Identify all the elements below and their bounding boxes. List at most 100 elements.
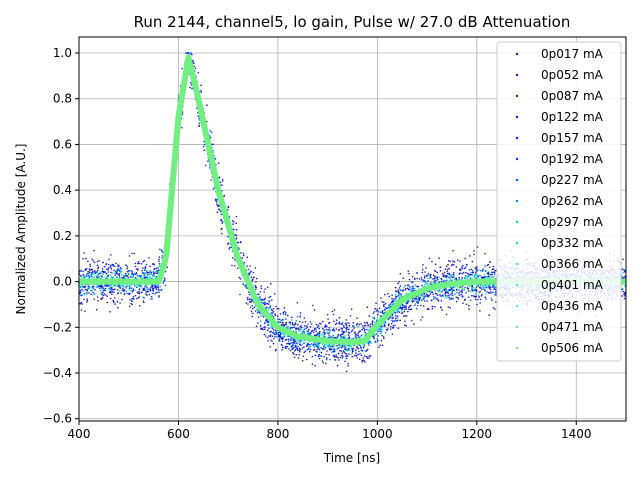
data-point [270, 340, 272, 342]
data-point [236, 216, 238, 218]
data-point [133, 290, 135, 292]
data-point [323, 329, 325, 331]
data-point [380, 297, 382, 299]
data-point [115, 275, 117, 277]
data-point [232, 257, 234, 259]
data-point [267, 286, 269, 288]
data-point [314, 365, 316, 367]
data-point [114, 272, 116, 274]
data-point [384, 309, 386, 311]
data-point [248, 273, 250, 275]
data-point [475, 272, 477, 274]
data-point [341, 323, 343, 325]
data-point [374, 340, 376, 342]
data-point [302, 360, 304, 362]
data-point [113, 270, 115, 272]
data-point [429, 293, 431, 295]
data-point [476, 270, 478, 272]
data-point [319, 355, 321, 357]
data-point [384, 324, 386, 326]
data-point [316, 351, 318, 353]
data-point [345, 319, 347, 321]
data-point [86, 289, 88, 291]
data-point [261, 301, 263, 303]
data-point [466, 273, 468, 275]
data-point [395, 318, 397, 320]
data-point [306, 359, 308, 361]
data-point [255, 285, 257, 287]
data-point [287, 346, 289, 348]
data-point [316, 324, 318, 326]
data-point [273, 329, 275, 331]
data-point [366, 322, 368, 324]
data-point [410, 305, 412, 307]
data-point [409, 279, 411, 281]
data-point [290, 324, 292, 326]
data-point [263, 327, 265, 329]
data-point [101, 288, 103, 290]
data-point [251, 305, 253, 307]
data-point [83, 286, 85, 288]
data-point [252, 308, 254, 310]
data-point [321, 352, 323, 354]
data-point [412, 286, 414, 288]
data-point [257, 322, 259, 324]
data-point [154, 287, 156, 289]
data-point [279, 321, 281, 323]
data-point [139, 291, 141, 293]
data-point [395, 297, 397, 299]
data-point [153, 271, 155, 273]
data-point [388, 296, 390, 298]
data-point [149, 289, 151, 291]
data-point [163, 282, 165, 284]
data-point [475, 267, 477, 269]
data-point [424, 280, 426, 282]
data-point [336, 328, 338, 330]
data-point [250, 301, 252, 303]
data-point [488, 274, 490, 276]
data-point [237, 267, 239, 269]
data-point [426, 300, 428, 302]
data-point [368, 357, 370, 359]
data-point [141, 292, 143, 294]
data-point [236, 235, 238, 237]
data-point [256, 278, 258, 280]
data-point [152, 286, 154, 288]
data-point [462, 302, 464, 304]
data-point [157, 267, 159, 269]
data-point [254, 307, 256, 309]
data-point [314, 309, 316, 311]
data-point [249, 294, 251, 296]
data-point [119, 302, 121, 304]
data-point [441, 279, 443, 281]
data-point [304, 352, 306, 354]
data-point [346, 322, 348, 324]
data-point [437, 295, 439, 297]
data-point [278, 335, 280, 337]
data-point [152, 293, 154, 295]
data-point [158, 296, 160, 298]
data-point [108, 259, 110, 261]
data-point [462, 277, 464, 279]
data-point [474, 289, 476, 291]
data-point [316, 349, 318, 351]
data-point [353, 327, 355, 329]
data-point [221, 214, 223, 216]
data-point [161, 250, 163, 252]
data-point [269, 300, 271, 302]
data-point [255, 287, 257, 289]
data-point [204, 149, 206, 151]
data-point [98, 274, 100, 276]
data-point [457, 259, 459, 261]
data-point [282, 319, 284, 321]
data-point [228, 243, 230, 245]
data-point [422, 272, 424, 274]
data-point [363, 327, 365, 329]
data-point [270, 296, 272, 298]
data-point [380, 311, 382, 313]
data-point [117, 307, 119, 309]
data-point [364, 322, 366, 324]
data-point [326, 359, 328, 361]
data-point [118, 274, 120, 276]
